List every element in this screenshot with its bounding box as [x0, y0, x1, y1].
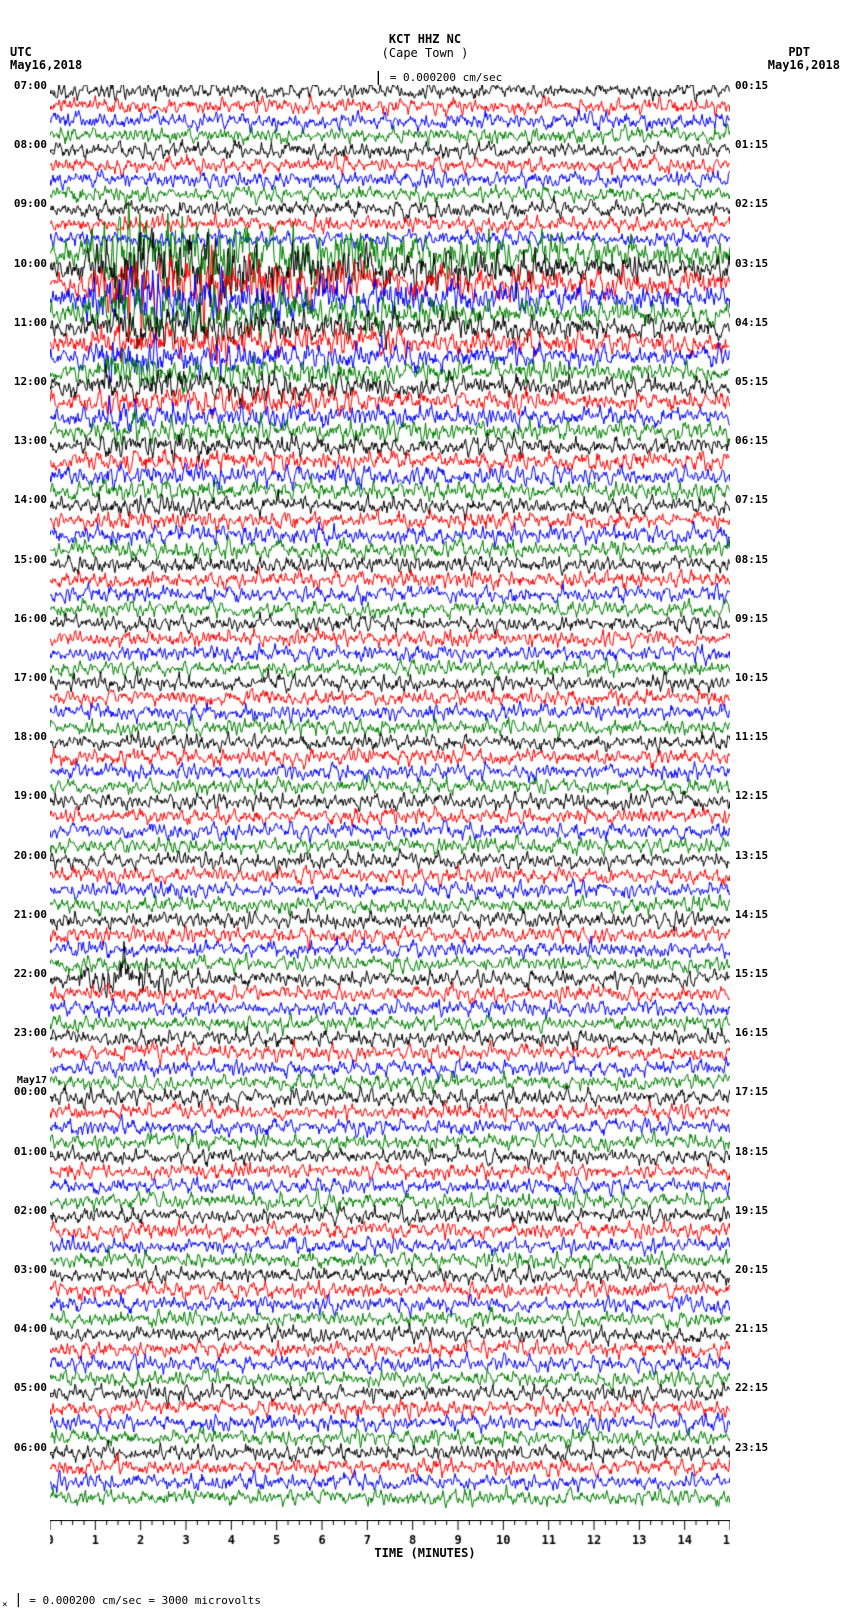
- pdt-hour-label: 05:15: [735, 375, 785, 388]
- right-tz: PDT: [788, 45, 810, 59]
- utc-hour-label: 21:00: [2, 908, 47, 921]
- station-code: KCT HHZ NC: [389, 32, 461, 46]
- utc-hour-label: 08:00: [2, 138, 47, 151]
- pdt-hour-label: 06:15: [735, 434, 785, 447]
- helicorder-canvas: [50, 85, 730, 1515]
- pdt-hour-label: 22:15: [735, 1381, 785, 1394]
- utc-hour-label: 06:00: [2, 1441, 47, 1454]
- x-axis-label: TIME (MINUTES): [374, 1546, 475, 1560]
- utc-hour-label: 14:00: [2, 493, 47, 506]
- utc-hour-label: 13:00: [2, 434, 47, 447]
- utc-hour-label: 12:00: [2, 375, 47, 388]
- pdt-hour-label: 01:15: [735, 138, 785, 151]
- pdt-hour-label: 04:15: [735, 316, 785, 329]
- pdt-hour-label: 20:15: [735, 1263, 785, 1276]
- footer-scale: × | = 0.000200 cm/sec = 3000 microvolts: [2, 1592, 261, 1610]
- pdt-hour-label: 19:15: [735, 1204, 785, 1217]
- utc-hour-label: 00:00: [2, 1085, 47, 1098]
- pdt-hour-label: 03:15: [735, 257, 785, 270]
- utc-hour-label: 02:00: [2, 1204, 47, 1217]
- pdt-hour-label: 07:15: [735, 493, 785, 506]
- pdt-hour-label: 02:15: [735, 197, 785, 210]
- utc-hour-label: 05:00: [2, 1381, 47, 1394]
- pdt-hour-label: 14:15: [735, 908, 785, 921]
- pdt-hour-label: 00:15: [735, 79, 785, 92]
- utc-hour-label: 07:00: [2, 79, 47, 92]
- utc-hour-label: 15:00: [2, 553, 47, 566]
- pdt-hour-label: 18:15: [735, 1145, 785, 1158]
- pdt-hour-label: 21:15: [735, 1322, 785, 1335]
- utc-hour-label: 23:00: [2, 1026, 47, 1039]
- pdt-hour-label: 10:15: [735, 671, 785, 684]
- left-date: May16,2018: [10, 58, 82, 72]
- utc-hour-label: 17:00: [2, 671, 47, 684]
- utc-hour-label: 22:00: [2, 967, 47, 980]
- pdt-hour-label: 11:15: [735, 730, 785, 743]
- pdt-hour-label: 23:15: [735, 1441, 785, 1454]
- helicorder-plot: [50, 85, 730, 1515]
- utc-hour-label: 03:00: [2, 1263, 47, 1276]
- utc-hour-label: 19:00: [2, 789, 47, 802]
- pdt-hour-label: 17:15: [735, 1085, 785, 1098]
- pdt-hour-label: 15:15: [735, 967, 785, 980]
- station-location: (Cape Town ): [382, 46, 469, 60]
- utc-hour-label: 10:00: [2, 257, 47, 270]
- pdt-hour-label: 12:15: [735, 789, 785, 802]
- utc-hour-label: 16:00: [2, 612, 47, 625]
- utc-hour-label: 18:00: [2, 730, 47, 743]
- pdt-hour-label: 16:15: [735, 1026, 785, 1039]
- utc-hour-label: 04:00: [2, 1322, 47, 1335]
- pdt-hour-label: 13:15: [735, 849, 785, 862]
- utc-hour-label: 20:00: [2, 849, 47, 862]
- pdt-hour-label: 09:15: [735, 612, 785, 625]
- pdt-hour-label: 08:15: [735, 553, 785, 566]
- right-date: May16,2018: [768, 58, 840, 72]
- utc-hour-label: 11:00: [2, 316, 47, 329]
- left-tz: UTC: [10, 45, 32, 59]
- utc-hour-label: 01:00: [2, 1145, 47, 1158]
- utc-hour-label: 09:00: [2, 197, 47, 210]
